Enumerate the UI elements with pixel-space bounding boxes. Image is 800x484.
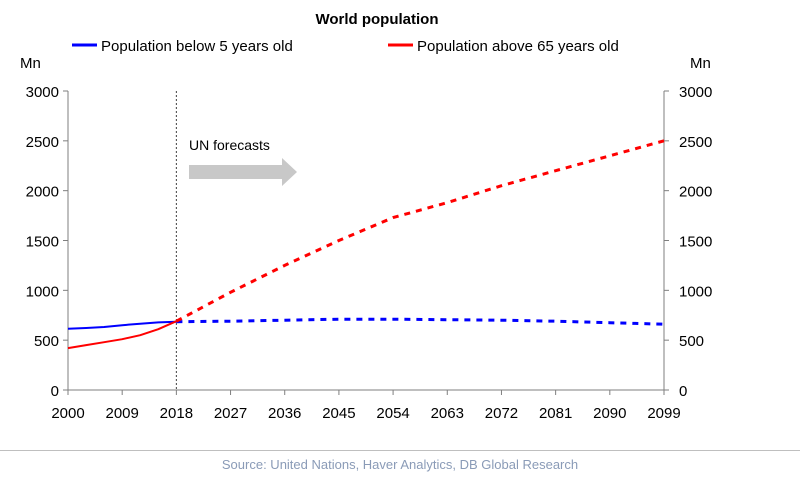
- y-axis-label-right: Mn: [690, 55, 711, 72]
- source-note: Source: United Nations, Haver Analytics,…: [221, 457, 579, 472]
- y-tick-label-right: 0: [679, 383, 687, 400]
- x-tick-label: 2009: [105, 405, 138, 422]
- x-tick-label: 2090: [593, 405, 626, 422]
- legend-label-below5: Population below 5 years old: [101, 38, 293, 55]
- x-tick-label: 2045: [322, 405, 355, 422]
- chart-title: World population: [315, 11, 438, 28]
- legend: Population below 5 years old Population …: [72, 38, 619, 55]
- x-tick-label: 2000: [51, 405, 84, 422]
- y-tick-label-right: 500: [679, 333, 704, 350]
- chart: World population Population below 5 year…: [20, 11, 712, 422]
- y-tick-label-right: 2500: [679, 134, 712, 151]
- y-tick-label-left: 0: [51, 383, 59, 400]
- x-tick-label: 2027: [214, 405, 247, 422]
- x-tick-label: 2099: [647, 405, 680, 422]
- legend-label-above65: Population above 65 years old: [417, 38, 619, 55]
- footer: [0, 450, 800, 484]
- y-tick-label-left: 2500: [26, 134, 59, 151]
- series-below5-historical-line: [67, 320, 177, 330]
- forecast-annotation: UN forecasts: [189, 137, 270, 153]
- y-ticks-left: 0 500 1000 1500 2000 2500 3000: [26, 84, 68, 400]
- series-below5-forecast-line: [176, 317, 665, 326]
- y-tick-label-left: 500: [34, 333, 59, 350]
- x-ticks: 2000 2009 2018 2027 2036 2045 2054 2063 2072 2081…: [51, 390, 681, 422]
- x-tick-label: 2063: [431, 405, 464, 422]
- y-tick-label-right: 2000: [679, 184, 712, 201]
- x-tick-label: 2081: [539, 405, 572, 422]
- y-tick-label-left: 3000: [26, 84, 59, 101]
- y-tick-label-left: 1500: [26, 234, 59, 251]
- y-ticks-right: 0 500 1000 1500 2000 2500 3000: [664, 84, 712, 400]
- y-axis-label-left: Mn: [20, 55, 41, 72]
- y-tick-label-left: 1000: [26, 283, 59, 300]
- forecast-arrow: [189, 158, 297, 186]
- x-tick-label: 2054: [376, 405, 409, 422]
- y-tick-label-left: 2000: [26, 184, 59, 201]
- x-tick-label: 2018: [160, 405, 193, 422]
- series-layer: [67, 139, 665, 350]
- y-tick-label-right: 1500: [679, 234, 712, 251]
- series-above65-forecast-line: [175, 139, 665, 323]
- series-above65-historical-line: [67, 320, 177, 350]
- y-tick-label-right: 1000: [679, 283, 712, 300]
- x-tick-label: 2036: [268, 405, 301, 422]
- y-tick-label-right: 3000: [679, 84, 712, 101]
- x-tick-label: 2072: [485, 405, 518, 422]
